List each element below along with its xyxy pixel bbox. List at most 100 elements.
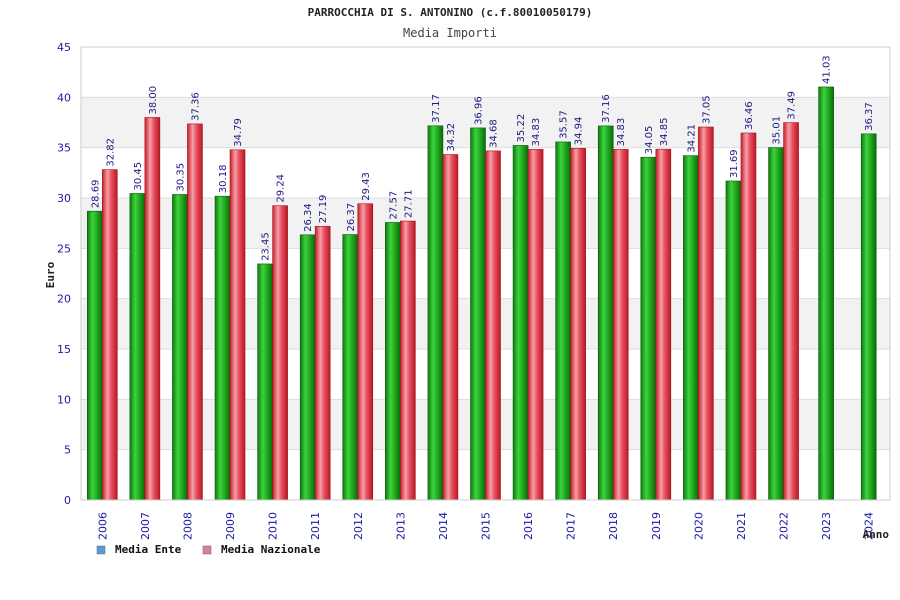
value-label-media-nazionale-2011: 27.19 — [318, 195, 329, 224]
bar-media-ente-2024 — [860, 133, 877, 501]
x-tick-label: 2017 — [565, 512, 578, 540]
value-label-media-ente-2013: 27.57 — [388, 191, 399, 220]
y-tick-label: 25 — [57, 242, 71, 255]
value-label-media-ente-2008: 30.35 — [175, 163, 186, 192]
bar-media-nazionale-2010 — [272, 205, 288, 501]
y-tick-label: 5 — [64, 444, 71, 457]
bar-media-ente-2019 — [640, 156, 657, 501]
legend-label-media-nazionale: Media Nazionale — [221, 543, 321, 556]
y-tick-label: 20 — [57, 293, 71, 306]
bar-media-ente-2011 — [299, 234, 316, 501]
bar-media-nazionale-2022 — [783, 122, 799, 501]
chart-subtitle: Media Importi — [403, 26, 497, 40]
x-tick-label: 2014 — [437, 512, 450, 540]
bar-media-nazionale-2009 — [229, 149, 246, 501]
x-tick-label: 2019 — [650, 512, 663, 540]
value-label-media-ente-2012: 26.37 — [346, 203, 357, 232]
y-axis-label: Euro — [44, 261, 57, 288]
value-label-media-nazionale-2012: 29.43 — [361, 172, 372, 201]
bar-media-nazionale-2006 — [101, 169, 118, 501]
bar-media-nazionale-2015 — [485, 150, 501, 501]
value-label-media-nazionale-2021: 36.46 — [744, 101, 755, 130]
axes: 0 5 10 15 20 25 30 35 40 45 2006 2007 2008 2009 2010 20… — [57, 41, 891, 540]
bar-media-ente-2016 — [512, 145, 529, 501]
x-tick-label: 2011 — [309, 512, 322, 540]
value-label-media-ente-2015: 36.96 — [474, 96, 485, 125]
x-tick-label: 2022 — [778, 512, 791, 540]
bar-media-ente-2007 — [129, 193, 146, 501]
plot-frame — [80, 46, 891, 501]
legend: Media Ente Media Nazionale — [96, 543, 321, 556]
bar-media-ente-2013 — [385, 222, 401, 501]
bars — [86, 86, 877, 501]
bar-media-ente-2022 — [768, 147, 784, 501]
value-label-media-ente-2010: 23.45 — [261, 232, 272, 261]
bar-media-nazionale-2020 — [698, 126, 714, 501]
bar-media-ente-2015 — [470, 127, 486, 501]
value-label-media-nazionale-2006: 32.82 — [105, 138, 116, 167]
value-label-media-ente-2007: 30.45 — [133, 162, 144, 191]
x-tick-label: 2020 — [692, 512, 705, 540]
x-tick-label: 2013 — [394, 512, 407, 540]
y-tick-label: 30 — [57, 192, 71, 205]
y-tick-label: 35 — [57, 142, 71, 155]
bar-media-nazionale-2018 — [612, 149, 629, 501]
y-tick-label: 0 — [64, 494, 71, 507]
value-label-media-nazionale-2008: 37.36 — [190, 92, 201, 121]
legend-swatch-media-nazionale — [202, 545, 212, 555]
bar-media-ente-2020 — [683, 155, 699, 501]
x-tick-label: 2009 — [224, 512, 237, 540]
value-label-media-nazionale-2010: 29.24 — [276, 174, 287, 203]
x-tick-label: 2006 — [96, 512, 109, 540]
legend-label-media-ente: Media Ente — [115, 543, 182, 556]
bar-media-ente-2008 — [172, 194, 188, 501]
value-label-media-ente-2016: 35.22 — [516, 114, 527, 143]
value-label-media-ente-2021: 31.69 — [729, 149, 740, 178]
bar-media-nazionale-2012 — [357, 203, 374, 501]
x-tick-label: 2021 — [735, 512, 748, 540]
value-label-media-ente-2018: 37.16 — [601, 94, 612, 123]
value-labels: 28.69 32.82 30.45 38.00 30.35 37.36 30.18 34.79… — [90, 55, 875, 261]
chart-title: PARROCCHIA DI S. ANTONINO (c.f.800100501… — [308, 6, 593, 19]
bar-media-ente-2023 — [818, 86, 834, 501]
bar-media-nazionale-2008 — [187, 123, 203, 501]
bar-media-ente-2021 — [725, 180, 742, 501]
value-label-media-nazionale-2013: 27.71 — [403, 189, 414, 218]
value-label-media-nazionale-2019: 34.85 — [659, 118, 670, 147]
value-label-media-ente-2019: 34.05 — [644, 126, 655, 155]
value-label-media-ente-2014: 37.17 — [431, 94, 442, 123]
value-label-media-ente-2023: 41.03 — [822, 55, 833, 84]
x-tick-label: 2018 — [607, 512, 620, 540]
value-label-media-nazionale-2020: 37.05 — [701, 95, 712, 124]
x-tick-label: 2024 — [863, 512, 876, 540]
legend-swatch-media-ente — [96, 545, 106, 555]
value-label-media-nazionale-2022: 37.49 — [787, 91, 798, 120]
bar-media-nazionale-2014 — [442, 154, 459, 501]
value-label-media-nazionale-2014: 34.32 — [446, 123, 457, 152]
x-tick-label: 2016 — [522, 512, 535, 540]
value-label-media-nazionale-2009: 34.79 — [233, 118, 244, 147]
bar-media-ente-2018 — [597, 125, 614, 501]
value-label-media-nazionale-2016: 34.83 — [531, 118, 542, 147]
x-axis-label: Anno — [863, 528, 890, 541]
value-label-media-nazionale-2015: 34.68 — [489, 119, 500, 148]
value-label-media-ente-2020: 34.21 — [686, 124, 697, 153]
bar-media-nazionale-2017 — [570, 147, 586, 501]
bar-media-ente-2014 — [427, 125, 444, 501]
value-label-media-ente-2017: 35.57 — [559, 110, 570, 139]
x-tick-label: 2008 — [181, 512, 194, 540]
bar-media-nazionale-2011 — [314, 225, 331, 501]
x-tick-label: 2007 — [139, 512, 152, 540]
bar-media-nazionale-2016 — [527, 149, 544, 501]
value-label-media-ente-2011: 26.34 — [303, 203, 314, 232]
bar-media-nazionale-2021 — [740, 132, 757, 501]
bar-media-nazionale-2013 — [400, 220, 416, 501]
value-label-media-nazionale-2018: 34.83 — [616, 118, 627, 147]
x-tick-label: 2015 — [480, 512, 493, 540]
x-tick-label: 2012 — [352, 512, 365, 540]
value-label-media-nazionale-2017: 34.94 — [574, 117, 585, 146]
bar-media-ente-2017 — [555, 141, 571, 501]
x-tick-label: 2010 — [267, 512, 280, 540]
